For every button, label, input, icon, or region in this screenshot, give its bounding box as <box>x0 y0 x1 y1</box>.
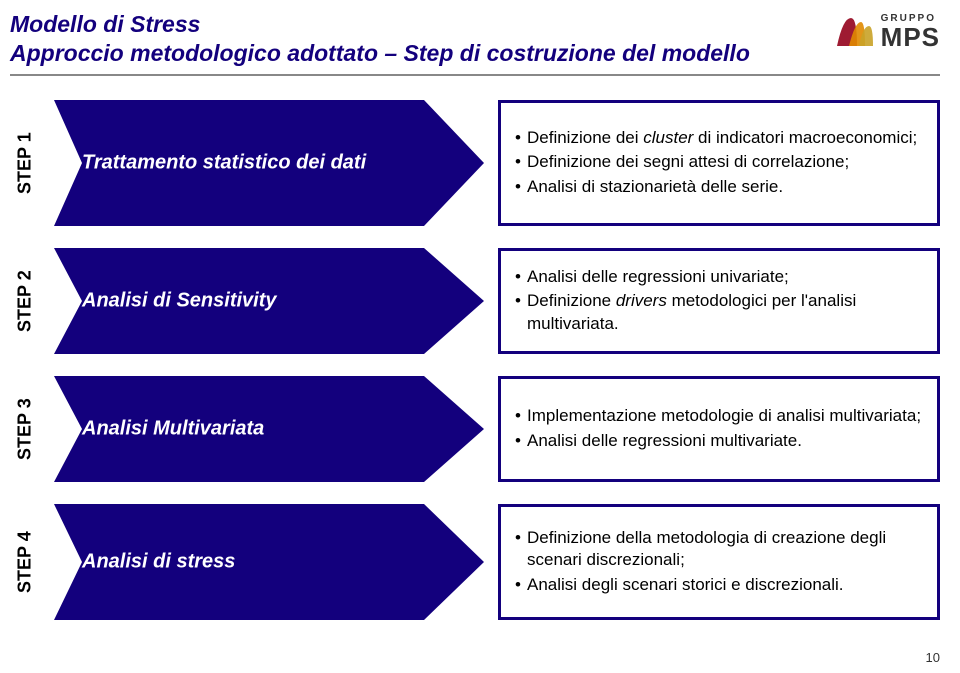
slide-header: Modello di Stress Approccio metodologico… <box>10 10 940 76</box>
logo-mps: MPS <box>881 24 940 50</box>
desc-box-4: Definizione della metodologia di creazio… <box>498 504 940 620</box>
header-line2: Approccio metodologico adottato – Step d… <box>10 39 750 68</box>
steps-container: STEP 1 Trattamento statistico dei dati D… <box>10 100 940 620</box>
desc-box-2: Analisi delle regressioni univariate; De… <box>498 248 940 354</box>
logo-text: GRUPPO MPS <box>881 14 940 50</box>
bullet-3-1: Implementazione metodologie di analisi m… <box>515 405 923 427</box>
step-row-3: STEP 3 Analisi Multivariata Implementazi… <box>10 376 940 482</box>
arrow-box-4: Analisi di stress <box>54 504 484 620</box>
arrow-box-1: Trattamento statistico dei dati <box>54 100 484 226</box>
header-line1: Modello di Stress <box>10 10 750 39</box>
bullet-1-1: Definizione dei cluster di indicatori ma… <box>515 127 923 149</box>
arrow-title-4: Analisi di stress <box>82 550 424 573</box>
arrow-box-2: Analisi di Sensitivity <box>54 248 484 354</box>
step-row-1: STEP 1 Trattamento statistico dei dati D… <box>10 100 940 226</box>
step-label-3: STEP 3 <box>10 376 40 482</box>
arrow-title-3: Analisi Multivariata <box>82 417 424 440</box>
arrow-box-3: Analisi Multivariata <box>54 376 484 482</box>
step-label-4: STEP 4 <box>10 504 40 620</box>
step-label-2: STEP 2 <box>10 248 40 354</box>
desc-box-1: Definizione dei cluster di indicatori ma… <box>498 100 940 226</box>
bullet-1-2: Definizione dei segni attesi di correlaz… <box>515 151 923 173</box>
arrow-title-1: Trattamento statistico dei dati <box>82 151 424 174</box>
logo: GRUPPO MPS <box>831 10 940 50</box>
bullet-2-1: Analisi delle regressioni univariate; <box>515 266 923 288</box>
bullet-4-1: Definizione della metodologia di creazio… <box>515 527 923 571</box>
bullet-3-2: Analisi delle regressioni multivariate. <box>515 430 923 452</box>
step-label-1: STEP 1 <box>10 100 40 226</box>
logo-mark-icon <box>831 14 875 50</box>
step-row-2: STEP 2 Analisi di Sensitivity Analisi de… <box>10 248 940 354</box>
page-number: 10 <box>926 650 940 665</box>
step-row-4: STEP 4 Analisi di stress Definizione del… <box>10 504 940 620</box>
bullet-1-3: Analisi di stazionarietà delle serie. <box>515 176 923 198</box>
header-title: Modello di Stress Approccio metodologico… <box>10 10 750 68</box>
bullet-4-2: Analisi degli scenari storici e discrezi… <box>515 574 923 596</box>
bullet-2-2: Definizione drivers metodologici per l'a… <box>515 290 923 334</box>
arrow-title-2: Analisi di Sensitivity <box>82 289 424 312</box>
desc-box-3: Implementazione metodologie di analisi m… <box>498 376 940 482</box>
